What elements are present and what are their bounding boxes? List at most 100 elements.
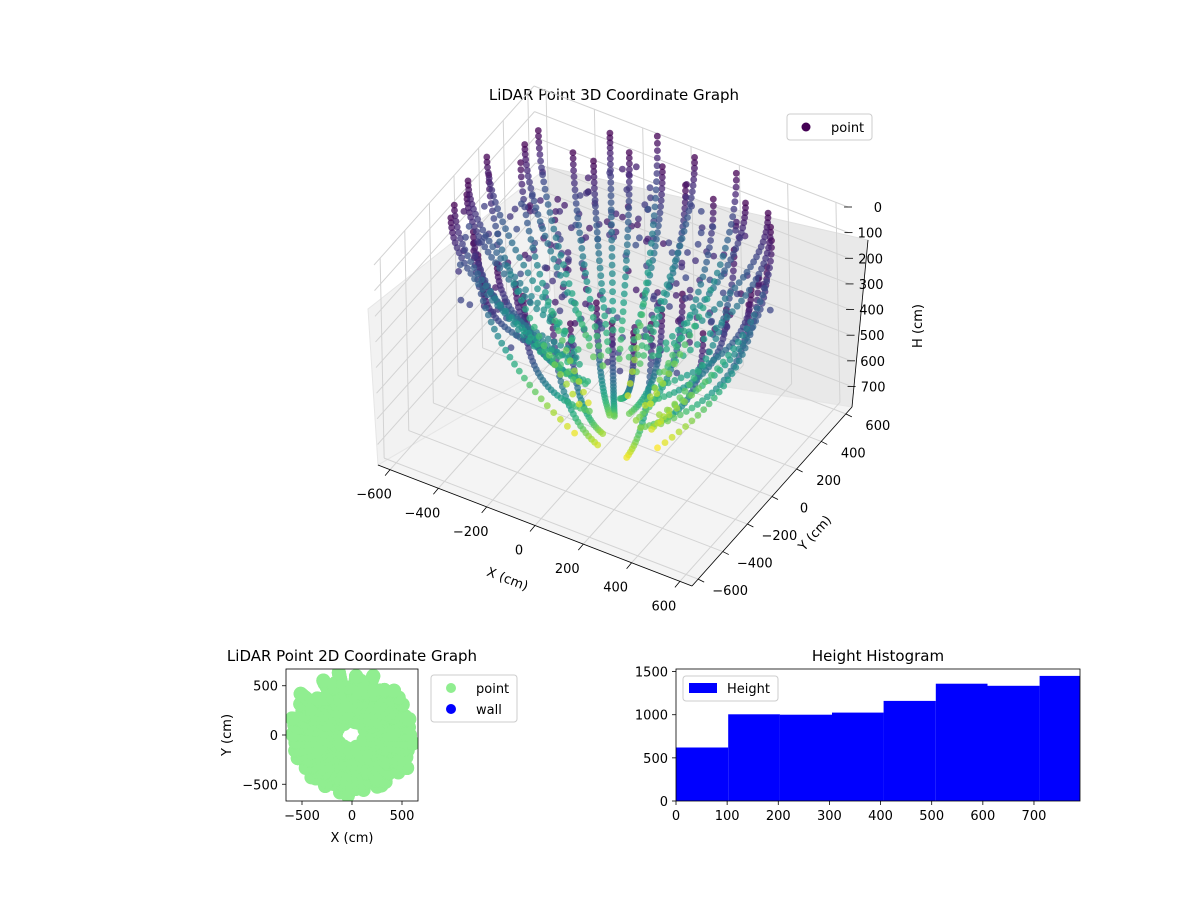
point-marker — [609, 279, 616, 286]
point-marker — [541, 264, 549, 271]
point-marker — [731, 284, 739, 292]
point-marker — [527, 299, 534, 307]
point-marker — [478, 276, 485, 284]
point-marker — [641, 402, 649, 409]
point-marker — [606, 155, 614, 163]
x-tick-label-3d: −200 — [453, 525, 489, 540]
point-marker — [678, 308, 686, 316]
point-marker — [712, 324, 720, 332]
point-marker — [474, 215, 481, 223]
y-tick-label-histogram: 0 — [660, 795, 668, 810]
y-tick-label-histogram: 500 — [643, 752, 668, 767]
point-marker — [512, 246, 520, 254]
point-marker — [654, 147, 661, 155]
point-marker — [632, 286, 640, 294]
point-marker — [540, 342, 548, 350]
point-marker — [518, 297, 525, 304]
point-marker — [735, 345, 743, 353]
point-marker — [615, 355, 623, 363]
histogram-bar — [935, 683, 988, 801]
point-marker — [566, 357, 574, 365]
point-marker — [616, 345, 624, 353]
point-marker — [731, 351, 738, 358]
point-marker — [591, 323, 599, 331]
point-marker — [653, 390, 661, 397]
point-marker — [511, 205, 519, 213]
y-tick-label-histogram: 1000 — [635, 709, 668, 724]
point-cloud — [447, 127, 775, 461]
point-marker — [636, 234, 643, 242]
y-tick-label-3d: −400 — [737, 557, 773, 572]
point-marker — [656, 209, 664, 217]
point-marker — [655, 351, 662, 359]
x-axis-label-3d: X (cm) — [484, 565, 530, 594]
point-marker — [582, 269, 589, 277]
point-marker — [533, 305, 541, 313]
point-marker — [674, 249, 682, 257]
point-marker — [518, 200, 525, 208]
point-marker — [534, 299, 541, 307]
point-marker — [735, 279, 743, 286]
point-marker — [658, 174, 666, 181]
point-marker — [706, 330, 714, 337]
point-marker — [619, 317, 626, 325]
point-marker — [603, 329, 610, 337]
point-marker — [502, 225, 509, 233]
point-marker — [726, 228, 733, 236]
legend-3d: point — [786, 113, 873, 141]
point-marker — [685, 207, 693, 215]
point-marker — [642, 333, 650, 340]
point-marker — [719, 358, 727, 366]
point-marker — [670, 414, 678, 422]
x-tick-label-histogram: 700 — [1022, 809, 1047, 824]
point-marker — [710, 394, 718, 402]
point-marker — [600, 304, 608, 311]
z-tick-label-3d: 500 — [860, 329, 885, 344]
point-marker — [569, 155, 577, 162]
point-marker — [567, 326, 574, 334]
point-marker — [732, 364, 740, 371]
point-marker — [536, 151, 544, 158]
point-marker — [619, 165, 626, 173]
point-marker — [689, 182, 697, 189]
point-marker — [596, 257, 603, 265]
point-marker — [531, 388, 539, 396]
x-tick-label-2d: 0 — [348, 809, 356, 824]
point-marker — [753, 253, 760, 261]
point-marker — [698, 361, 706, 369]
point-marker — [536, 218, 544, 225]
point-marker — [638, 342, 646, 349]
point-marker — [498, 246, 506, 254]
point-marker — [732, 227, 739, 234]
point-marker — [586, 342, 593, 350]
point-marker — [461, 246, 469, 254]
point-marker — [451, 207, 458, 214]
point-marker — [665, 359, 672, 367]
point-marker — [709, 195, 717, 203]
point-marker — [647, 400, 654, 408]
point-marker — [569, 390, 577, 398]
point-marker — [675, 326, 682, 334]
point-marker — [676, 335, 684, 343]
point-marker — [686, 331, 694, 339]
point-marker — [537, 395, 545, 403]
point-marker — [491, 325, 498, 333]
ticks-3d: −600−400−2000200400600−600−400−200020040… — [356, 201, 890, 614]
point-marker — [484, 248, 492, 256]
point-marker — [732, 183, 740, 191]
point-marker — [568, 290, 576, 297]
point-marker — [571, 300, 579, 307]
point-marker — [608, 253, 616, 260]
point-marker — [606, 144, 614, 152]
y-tick-label-3d: 400 — [841, 446, 866, 461]
point-marker — [620, 299, 628, 307]
point-marker — [607, 192, 615, 200]
point-marker — [647, 194, 654, 202]
point-marker — [742, 199, 749, 207]
point-marker — [762, 254, 769, 262]
point-marker — [538, 164, 545, 172]
point-marker — [571, 186, 579, 194]
point-marker — [549, 277, 556, 285]
point-marker — [608, 261, 616, 269]
point-marker — [578, 320, 586, 328]
